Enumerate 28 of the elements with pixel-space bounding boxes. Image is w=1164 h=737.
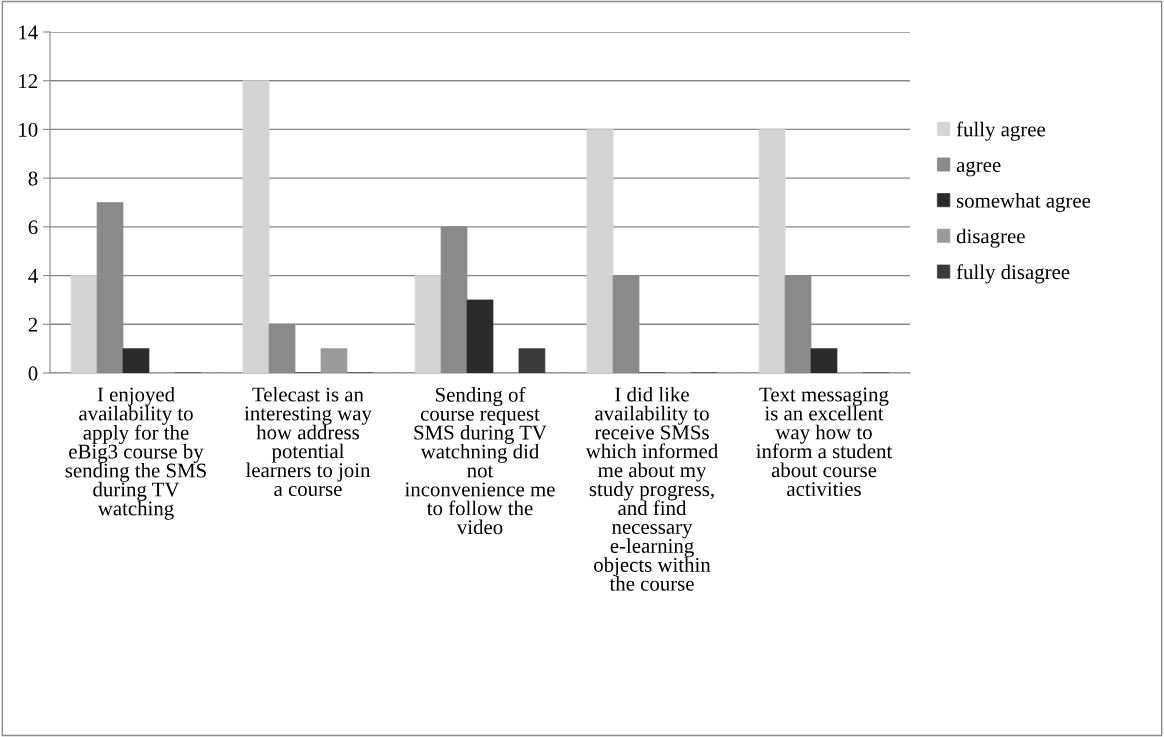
y-tick-label: 6 — [28, 220, 38, 235]
bar — [466, 299, 494, 373]
legend-label: disagree — [956, 228, 1025, 248]
y-tick-label: 2 — [28, 317, 38, 332]
x-tick-label: Text messaging is an excellent way how to inform a student about course activities — [756, 387, 893, 497]
y-tick-label: 4 — [28, 269, 38, 283]
bar — [414, 275, 442, 373]
legend-label: fully agree — [956, 121, 1046, 141]
bar — [320, 348, 348, 373]
y-tick-label: 8 — [28, 171, 38, 186]
bar — [70, 275, 98, 373]
bar — [518, 348, 546, 373]
y-tick-label: 10 — [19, 122, 38, 137]
legend-label: somewhat agree — [956, 193, 1091, 212]
bar — [586, 129, 614, 373]
category-label: I did like availability to receive SMSs which informed me about my study progress, and find necessary e-learning objects within the course — [585, 386, 718, 591]
x-tick-label: Telecast is an interesting way how address potential learners to join a course — [244, 386, 372, 497]
bar — [758, 129, 786, 373]
bar — [122, 348, 150, 373]
legend-label: fully disagree — [956, 264, 1070, 284]
y-tick-label: 0 — [28, 366, 38, 381]
y-tick-label: 14 — [19, 25, 38, 40]
bar — [810, 348, 838, 373]
y-tick-label: 12 — [19, 74, 38, 88]
bar — [242, 80, 270, 373]
x-tick-label: I enjoyed availability to apply for the eBig3 course by sending the SMS during TV watching — [65, 386, 206, 520]
x-tick-label: Sending of course request SMS during TV watchning did not inconvenience me to follow the video — [404, 386, 555, 535]
legend-label: agree — [956, 161, 1001, 177]
